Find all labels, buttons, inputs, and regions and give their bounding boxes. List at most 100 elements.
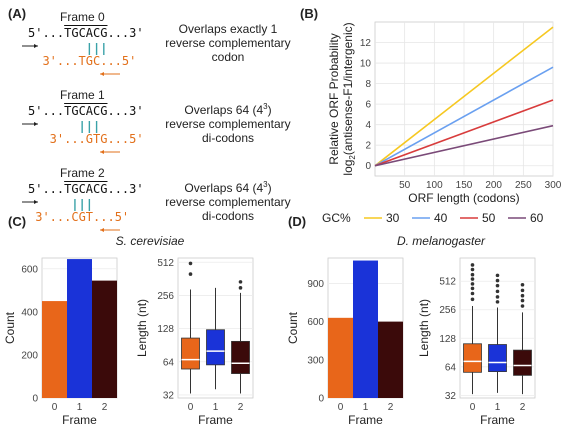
bar-frame-2 — [92, 280, 117, 398]
outlier-point — [470, 286, 475, 291]
y-tick-label: 0 — [32, 394, 38, 405]
series-line-gc-40 — [374, 66, 554, 167]
y-axis-label: Relative ORF Probabilitylog2(antisense-F… — [327, 22, 357, 175]
strand-pairing-lines — [22, 199, 120, 232]
bar-frame-0 — [42, 301, 67, 398]
outlier-point — [470, 291, 475, 296]
outlier-point — [495, 278, 500, 283]
panel-c-species: S. cerevisiae — [115, 234, 185, 248]
outlier-point — [470, 277, 475, 281]
forward-strand: 5'...TGCACG...3' — [28, 182, 144, 196]
x-tick-label: 1 — [363, 402, 369, 413]
outlier-point — [495, 283, 500, 288]
y-tick-label: 600 — [307, 317, 324, 328]
outlier-point — [520, 282, 525, 287]
x-tick-label: 0 — [52, 402, 58, 413]
outlier-point — [470, 272, 475, 277]
box-frame-2 — [513, 349, 532, 376]
y-tick-label: 200 — [21, 350, 38, 361]
bar-frame-1 — [67, 259, 92, 398]
reverse-strand: 3'...CGT...5' — [35, 210, 130, 224]
reverse-strand: 3'...GTG...5' — [49, 132, 144, 146]
outlier-point — [495, 273, 500, 278]
y-tick-label: 0 — [318, 394, 324, 405]
series-line-gc-60 — [374, 124, 554, 167]
outlier-point — [520, 298, 525, 303]
x-tick-label: 1 — [213, 402, 219, 413]
outlier-point — [470, 297, 475, 302]
svg-text:Length (nt): Length (nt) — [417, 299, 431, 357]
x-axis-label: Frame — [198, 413, 233, 427]
y-tick-label: 10 — [360, 59, 372, 70]
strand-pairing-lines — [22, 121, 120, 154]
x-tick-label: 1 — [77, 402, 83, 413]
panel-b-label: (B) — [300, 6, 319, 21]
outlier-point — [495, 300, 500, 304]
svg-text:log2(antisense-F1/intergenic): log2(antisense-F1/intergenic) — [341, 22, 357, 175]
outlier-point — [470, 267, 475, 272]
x-tick-label: 0 — [470, 402, 476, 413]
y-tick-label: 32 — [163, 390, 175, 401]
x-tick-label: 2 — [388, 402, 394, 413]
panel-d-species: D. melanogaster — [396, 234, 486, 248]
x-tick-label: 100 — [426, 180, 443, 191]
outlier-point — [470, 282, 475, 286]
y-tick-label: 2 — [365, 141, 371, 152]
y-tick-label: 512 — [439, 277, 456, 288]
x-tick-label: 1 — [495, 402, 501, 413]
outlier-point — [470, 263, 475, 267]
frame-description: Overlaps 64 (43) reverse complementary di-… — [165, 102, 291, 145]
y-tick-label: 300 — [307, 355, 324, 366]
legend-label: 40 — [434, 211, 448, 225]
reverse-strand: 3'...TGC...5' — [42, 54, 137, 68]
y-tick-label: 0 — [365, 161, 371, 172]
box-frame-1 — [206, 329, 225, 366]
outlier-point — [495, 289, 500, 294]
x-axis-label: ORF length (codons) — [408, 191, 519, 205]
box-frame-2 — [231, 340, 250, 374]
x-tick-label: 2 — [102, 402, 108, 413]
bar-frame-0 — [328, 317, 353, 398]
y-tick-label: 4 — [365, 120, 371, 131]
y-tick-label: 128 — [439, 334, 456, 345]
strand-pairing-lines — [22, 43, 120, 76]
x-axis-label: Frame — [348, 413, 383, 427]
x-tick-label: 50 — [399, 180, 411, 191]
y-tick-label: 600 — [21, 264, 38, 275]
x-tick-label: 2 — [520, 402, 526, 413]
series-line-gc-30 — [374, 26, 554, 167]
y-tick-label: 256 — [439, 305, 456, 316]
x-tick-label: 150 — [456, 180, 473, 191]
legend-label: 50 — [482, 211, 496, 225]
frame-title: Frame 1 — [60, 88, 105, 102]
outlier-point — [520, 288, 525, 293]
x-tick-label: 250 — [515, 180, 532, 191]
y-tick-label: 64 — [163, 357, 175, 368]
outlier-point — [238, 286, 243, 290]
panel-a-label: (A) — [8, 6, 27, 21]
svg-text:Length (nt): Length (nt) — [135, 299, 149, 357]
bar-frame-2 — [378, 321, 403, 398]
box-frame-1 — [488, 344, 507, 372]
panel-d-label: (D) — [288, 214, 307, 229]
x-axis-label: Frame — [62, 413, 97, 427]
legend-title: GC% — [322, 211, 351, 225]
y-axis-label: Length (nt) — [417, 299, 431, 357]
frame-description: Overlaps exactly 1 reverse complementary c… — [165, 22, 291, 64]
x-tick-label: 0 — [188, 402, 194, 413]
forward-strand: 5'...TGCACG...3' — [28, 104, 144, 118]
x-tick-label: 2 — [238, 402, 244, 413]
y-tick-label: 256 — [157, 291, 174, 302]
y-tick-label: 12 — [360, 38, 372, 49]
frame-title: Frame 2 — [60, 166, 105, 180]
y-tick-label: 32 — [445, 391, 457, 402]
y-tick-label: 400 — [21, 307, 38, 318]
x-tick-label: 0 — [338, 402, 344, 413]
svg-text:Count: Count — [286, 311, 300, 344]
outlier-point — [188, 272, 193, 276]
outlier-point — [238, 280, 243, 284]
svg-text:Count: Count — [3, 311, 17, 344]
y-tick-label: 128 — [157, 324, 174, 335]
